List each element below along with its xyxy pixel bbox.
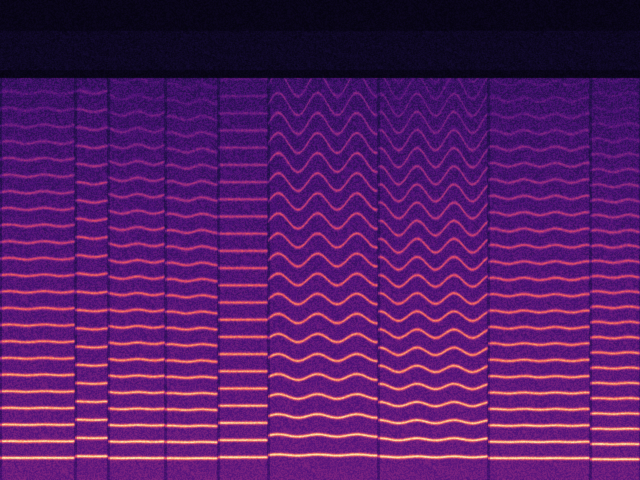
spectrogram-image	[0, 0, 640, 480]
